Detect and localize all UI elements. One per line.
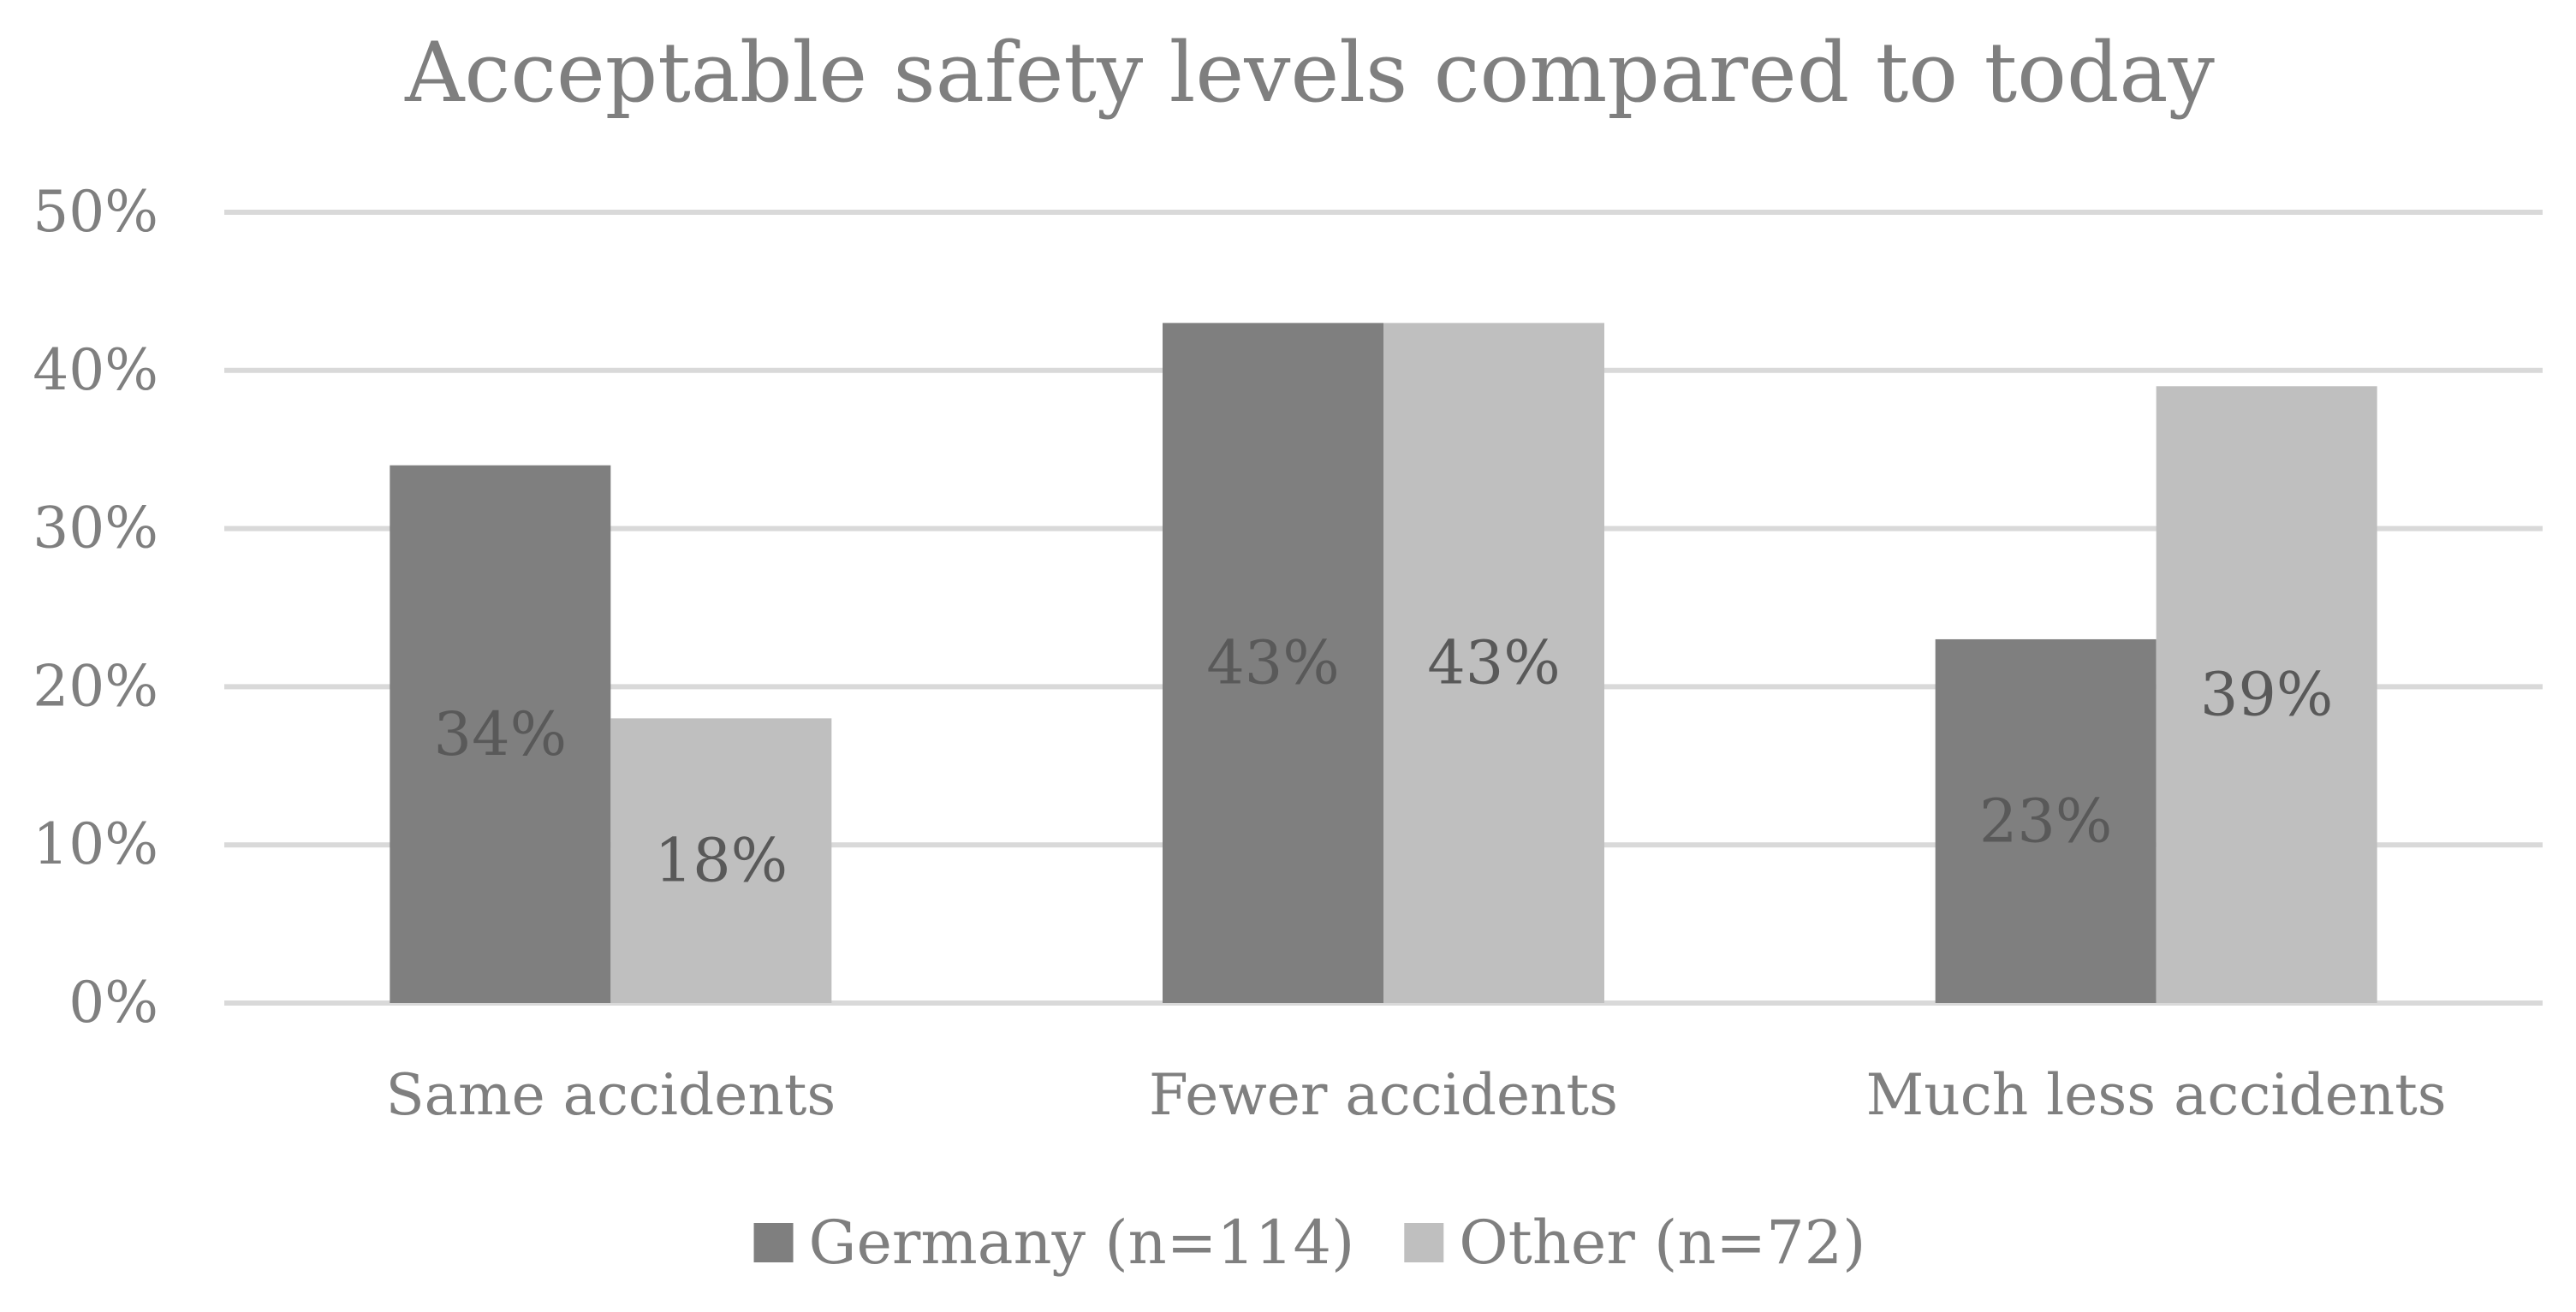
y-tick-label: 30% — [33, 496, 158, 561]
legend-label: Other (n=72) — [1459, 1208, 1865, 1278]
y-tick-label: 10% — [33, 811, 158, 877]
legend: Germany (n=114) Other (n=72) — [753, 1208, 1865, 1278]
x-axis-categories: Same accidents Fewer accidents Much less a… — [385, 1062, 2446, 1128]
data-label: 39% — [2200, 660, 2334, 730]
chart-title: Acceptable safety levels compared to tod… — [404, 25, 2215, 121]
y-axis-ticks: 0% 10% 20% 30% 40% 50% — [33, 179, 158, 1036]
data-label: 43% — [1427, 628, 1561, 698]
data-label: 43% — [1206, 628, 1340, 698]
bar-germany-2 — [1935, 638, 2157, 1003]
legend-swatch — [1404, 1223, 1444, 1262]
legend-label: Germany (n=114) — [809, 1208, 1355, 1278]
category-label: Much less accidents — [1866, 1062, 2447, 1128]
data-label: 18% — [655, 826, 788, 896]
y-tick-label: 20% — [33, 653, 158, 719]
data-label: 23% — [1979, 786, 2113, 856]
bar-other-0 — [610, 718, 832, 1003]
y-tick-label: 50% — [33, 179, 158, 245]
legend-swatch — [753, 1223, 794, 1262]
bar-other-2 — [2156, 386, 2377, 1003]
category-label: Fewer accidents — [1149, 1062, 1618, 1128]
y-tick-label: 0% — [68, 970, 158, 1036]
bar-germany-1 — [1163, 323, 1383, 1003]
category-label: Same accidents — [385, 1062, 836, 1128]
y-tick-label: 40% — [33, 337, 158, 403]
data-label: 34% — [434, 699, 568, 769]
bar-germany-0 — [390, 465, 611, 1003]
bar-other-1 — [1383, 323, 1604, 1003]
data-labels: 34% 18% 43% 43% 23% 39% — [434, 628, 2334, 896]
bars — [390, 323, 2377, 1003]
